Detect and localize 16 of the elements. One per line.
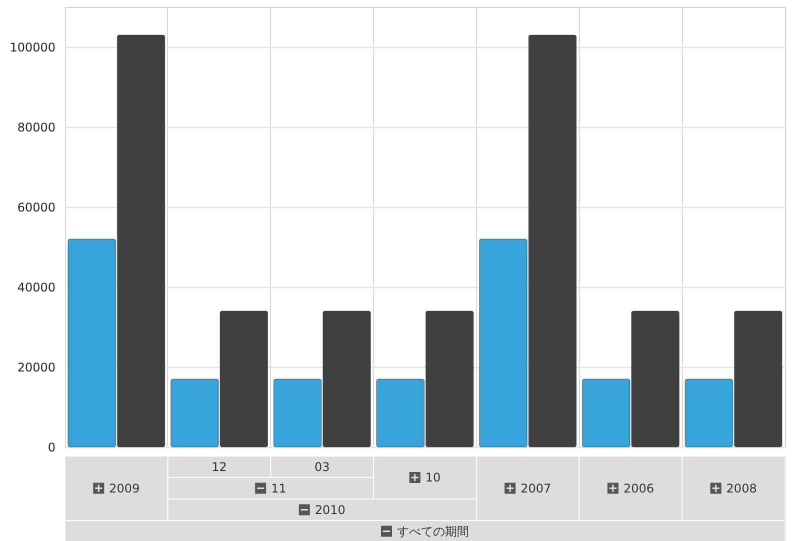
x-tick-label: 2009 (109, 481, 140, 496)
y-tick-label: 20000 (17, 360, 56, 374)
x-tick-label: 2007 (520, 481, 552, 496)
text: すべての期間 (397, 524, 469, 538)
x-tick-label: 2008 (726, 481, 757, 496)
x-tick-label: 2006 (623, 481, 654, 496)
x-tick-label: 10 (425, 470, 441, 484)
y-tick-label: 0 (48, 440, 56, 454)
y-tick-label: 100000 (10, 40, 56, 54)
text: 11 (271, 481, 286, 496)
x-tick-label: 03 (314, 460, 330, 474)
y-tick-label: 80000 (17, 120, 56, 134)
y-tick-label: 40000 (17, 280, 56, 294)
x-tick-label: 12 (212, 460, 227, 474)
text: 2010 (314, 502, 346, 517)
y-tick-label: 60000 (17, 200, 56, 214)
